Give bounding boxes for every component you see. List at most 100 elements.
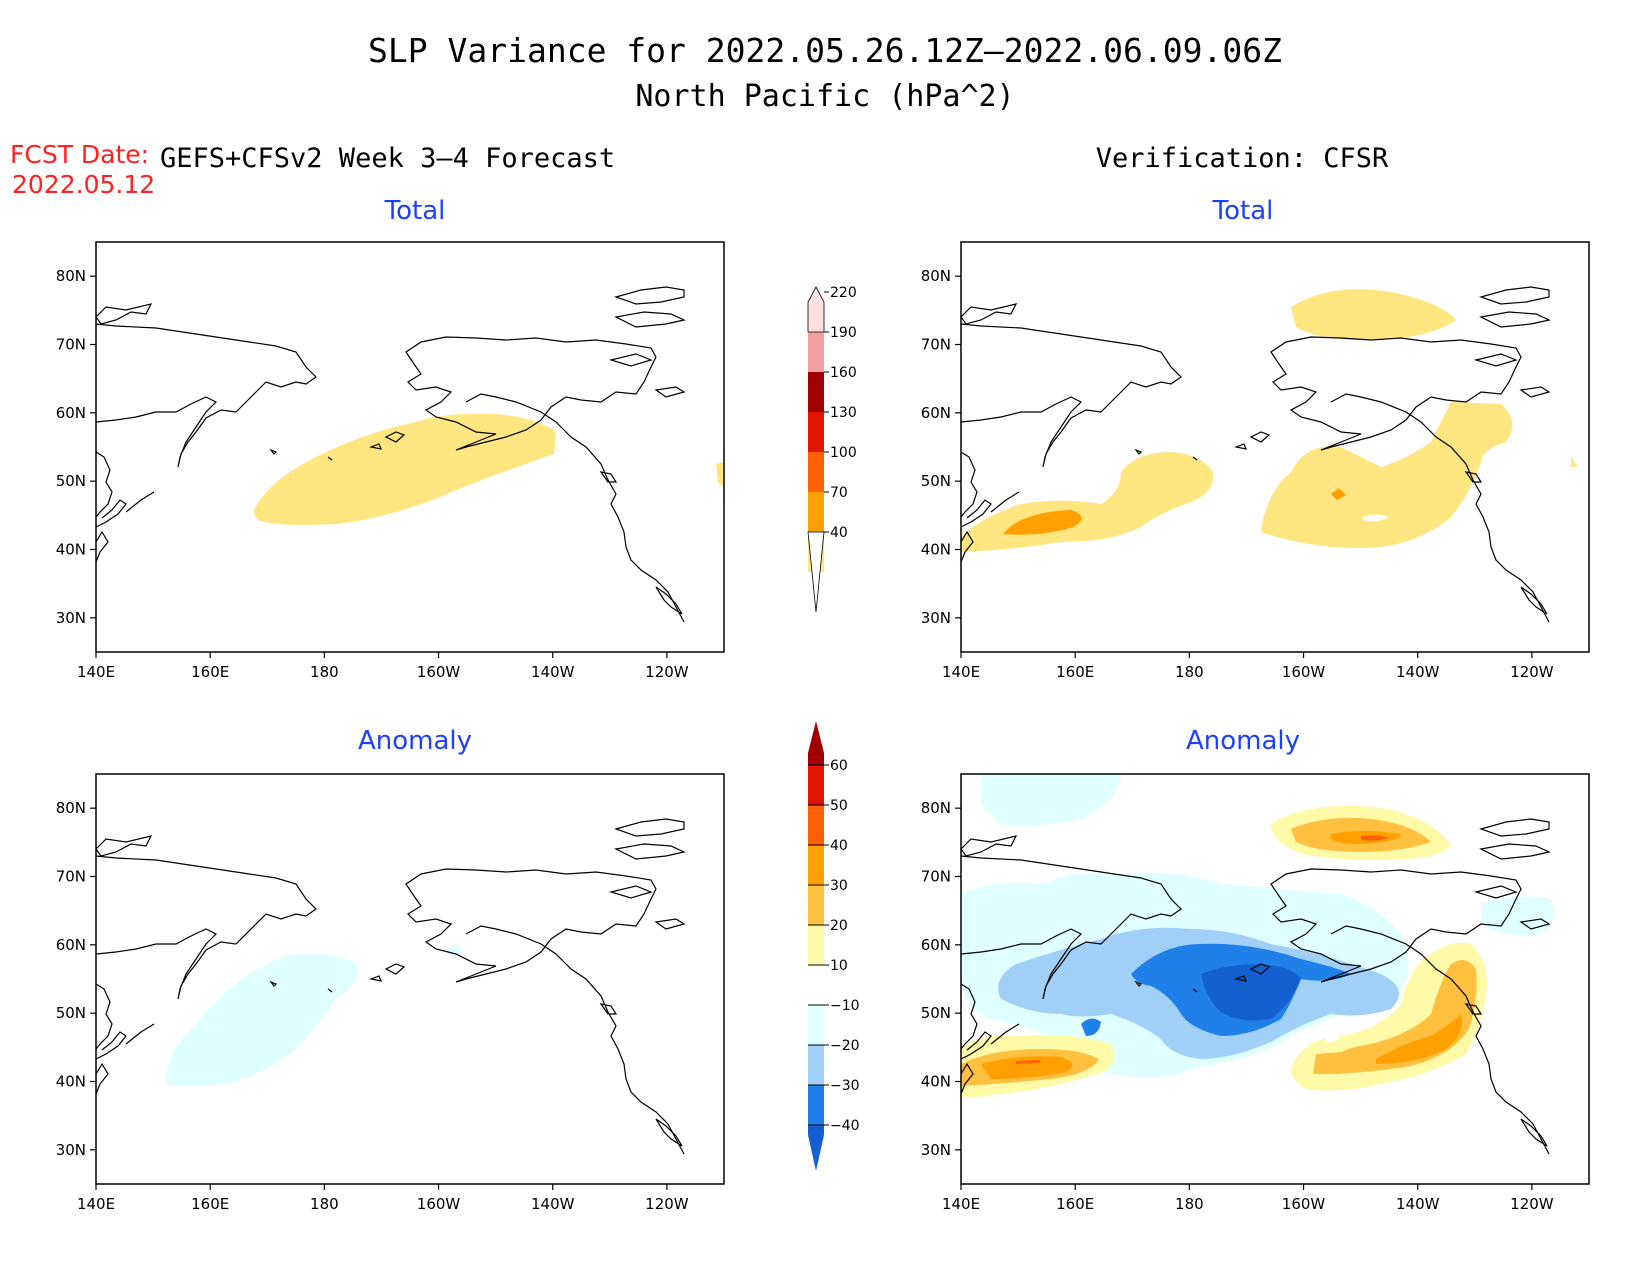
colorbar-anomaly-label: −40 <box>830 1118 860 1134</box>
colorbar-total-label: 40 <box>830 525 848 541</box>
title-line2: North Pacific (hPa^2) <box>635 79 1014 114</box>
panel-title-fcst-total: Total <box>384 196 446 226</box>
colorbar-anomaly-swatch <box>808 1045 824 1085</box>
contour-70-100-west <box>1003 510 1082 535</box>
lat-tick-label: 70N <box>921 868 951 886</box>
lon-tick-label: 120W <box>645 663 689 681</box>
lat-tick-label: 50N <box>56 1004 86 1022</box>
lon-tick-label: 140E <box>942 663 980 681</box>
lat-tick-label: 40N <box>56 1073 86 1091</box>
colorbar-anomaly-swatch <box>808 925 824 965</box>
colorbar-total-label: 160 <box>830 365 857 381</box>
colorbar-total-low-end <box>807 531 825 613</box>
lon-tick-label: 160E <box>191 1195 229 1213</box>
lat-tick-label: 50N <box>56 472 86 490</box>
colorbar-anomaly-swatch <box>808 1005 824 1045</box>
map-frame <box>960 241 1590 653</box>
lon-tick-label: 160E <box>191 663 229 681</box>
lat-tick-label: 70N <box>56 336 86 354</box>
colorbar-total: 40 70 100 130 160 190 220 <box>807 285 857 613</box>
neg10-east <box>1481 896 1555 936</box>
lon-tick-label: 180 <box>310 663 339 681</box>
hole <box>1326 1033 1339 1043</box>
colorbar-anomaly-label: 60 <box>830 758 848 774</box>
map-frame <box>95 773 725 1185</box>
contour-40-70 <box>253 413 556 525</box>
lon-tick-label: 120W <box>645 1195 689 1213</box>
colorbar-total-swatch <box>808 452 824 492</box>
lat-tick-label: 60N <box>921 404 951 422</box>
pos30-west <box>981 1056 1073 1079</box>
lon-tick-label: 140E <box>77 663 115 681</box>
lon-tick-label: 160W <box>417 1195 461 1213</box>
contour-40-70-edge <box>1571 457 1578 467</box>
neg40-core <box>1201 964 1301 1021</box>
colorbar-anomaly-swatch <box>808 765 824 805</box>
lat-tick-label: 30N <box>56 1141 86 1159</box>
contour-70-100-east <box>1331 488 1346 500</box>
colorbar-total-swatch <box>808 332 824 372</box>
colorbar-total-label: 220 <box>830 285 857 301</box>
lon-tick-label: 180 <box>1175 663 1204 681</box>
colorbar-anomaly-swatch <box>808 965 824 1005</box>
lon-tick-label: 160E <box>1056 1195 1094 1213</box>
colorbar-total-label: 130 <box>830 405 857 421</box>
contour-minus10-minus20 <box>165 953 358 1087</box>
colorbar-total-label: 70 <box>830 485 848 501</box>
lat-tick-label: 50N <box>921 472 951 490</box>
lat-tick-label: 60N <box>921 936 951 954</box>
lon-tick-label: 180 <box>310 1195 339 1213</box>
colorbar-anomaly-swatch <box>808 1085 824 1125</box>
map-verif-total <box>960 241 1590 653</box>
neg10-north <box>981 774 1121 826</box>
colorbar-anomaly-swatch <box>808 805 824 845</box>
lat-tick-label: 40N <box>56 541 86 559</box>
lon-tick-label: 140W <box>1396 663 1440 681</box>
lat-tick-label: 30N <box>921 1141 951 1159</box>
lat-tick-label: 50N <box>921 1004 951 1022</box>
lon-tick-label: 180 <box>1175 1195 1204 1213</box>
colorbar-anomaly-label: 10 <box>830 958 848 974</box>
lon-tick-label: 160W <box>417 663 461 681</box>
pos40-north <box>1361 835 1389 841</box>
lat-tick-label: 80N <box>921 799 951 817</box>
map-fcst-anomaly <box>95 773 725 1185</box>
colorbar-anomaly-label: −10 <box>830 998 860 1014</box>
contour-40-70-edge <box>716 462 724 487</box>
lat-tick-label: 60N <box>56 936 86 954</box>
lon-tick-label: 160W <box>1282 1195 1326 1213</box>
pos30-east <box>1376 1014 1462 1064</box>
lat-tick-label: 70N <box>56 868 86 886</box>
pos40-west <box>1016 1060 1041 1064</box>
colorbar-anomaly-label: 40 <box>830 838 848 854</box>
colorbar-total-swatch <box>808 372 824 412</box>
panel-title-verif-total: Total <box>1212 196 1274 226</box>
map-fcst-total <box>95 241 725 653</box>
colorbar-anomaly-swatch <box>808 1125 824 1171</box>
lat-tick-label: 40N <box>921 541 951 559</box>
lat-tick-label: 80N <box>56 267 86 285</box>
colorbar-total-label: 100 <box>830 445 857 461</box>
colorbar-anomaly-label: 20 <box>830 918 848 934</box>
map-frame <box>95 241 725 653</box>
map-verif-anomaly <box>960 773 1590 1185</box>
colorbar-total-label: 190 <box>830 325 857 341</box>
colorbar-anomaly-swatch <box>808 845 824 885</box>
colorbar-total-swatch <box>808 412 824 452</box>
pos20-small <box>1313 1052 1341 1074</box>
colorbar-anomaly-label: 50 <box>830 798 848 814</box>
lon-tick-label: 140W <box>531 663 575 681</box>
lat-tick-label: 80N <box>921 267 951 285</box>
lon-tick-label: 120W <box>1510 1195 1554 1213</box>
colorbar-anomaly-swatch <box>808 721 824 765</box>
neg30-small <box>1081 1018 1101 1036</box>
hole <box>1363 514 1389 522</box>
contour-40-70-west <box>961 452 1214 552</box>
colorbar-anomaly-label: −20 <box>830 1038 860 1054</box>
colorbar-total-swatch <box>807 286 825 333</box>
lon-tick-label: 140W <box>531 1195 575 1213</box>
lat-tick-label: 30N <box>921 609 951 627</box>
lat-tick-label: 40N <box>921 1073 951 1091</box>
colorbar-anomaly: −40 −30 −20 −10 10 20 30 40 50 60 <box>808 721 860 1171</box>
